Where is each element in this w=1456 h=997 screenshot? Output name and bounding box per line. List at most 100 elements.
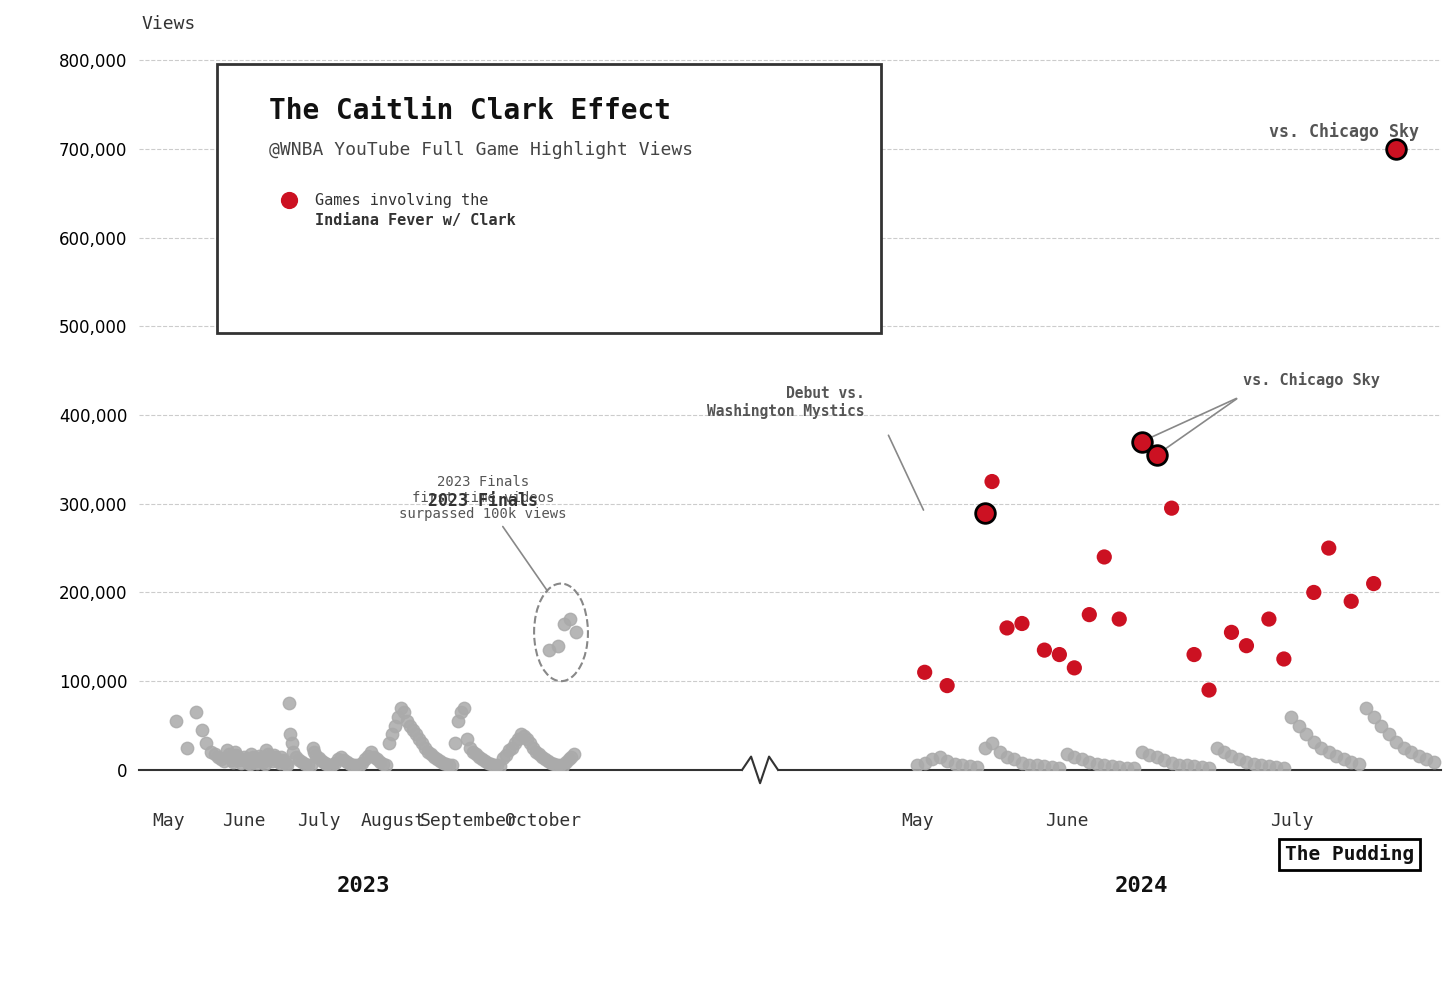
Text: Views: Views — [143, 16, 197, 34]
Point — [537, 642, 561, 658]
Point — [434, 756, 457, 772]
Point — [1160, 500, 1184, 516]
Point — [936, 678, 960, 694]
Point — [448, 704, 472, 720]
Point — [936, 753, 960, 769]
Point — [265, 752, 288, 768]
Point — [175, 762, 198, 778]
Point — [1160, 755, 1184, 771]
Point — [371, 756, 395, 772]
Text: Games involving the: Games involving the — [314, 192, 498, 207]
Point — [510, 727, 533, 743]
Point — [301, 740, 325, 756]
Point — [507, 731, 530, 747]
Point — [1340, 593, 1363, 609]
Point — [485, 758, 508, 774]
Point — [1280, 709, 1303, 725]
Point — [1197, 760, 1220, 776]
Point — [380, 727, 403, 743]
Point — [1130, 744, 1153, 760]
Point — [1399, 744, 1423, 760]
Point — [278, 727, 301, 743]
Point — [408, 731, 431, 747]
Point — [348, 759, 371, 775]
Point — [515, 731, 539, 747]
Point — [453, 700, 476, 716]
Text: June: June — [221, 813, 265, 831]
Point — [383, 718, 406, 734]
Point — [313, 755, 336, 771]
Point — [326, 752, 349, 768]
Point — [1010, 755, 1034, 771]
Point — [268, 755, 291, 771]
Point — [428, 753, 451, 769]
Point — [392, 704, 415, 720]
Text: July: July — [1270, 813, 1313, 831]
Point — [210, 752, 233, 768]
Point — [1273, 760, 1296, 776]
Point — [351, 755, 374, 771]
Point — [565, 624, 588, 640]
Point — [1123, 760, 1146, 776]
Point — [1206, 740, 1229, 756]
Point — [422, 749, 446, 765]
Point — [310, 753, 333, 769]
Point — [255, 743, 278, 759]
Text: The Pudding: The Pudding — [1286, 844, 1414, 864]
Point — [1361, 575, 1385, 591]
Point — [365, 752, 389, 768]
Point — [323, 755, 347, 771]
Point — [332, 752, 355, 768]
Point — [1032, 759, 1056, 775]
Text: May: May — [901, 813, 933, 831]
Point — [275, 757, 298, 773]
Text: July: July — [297, 813, 341, 831]
Point — [1182, 759, 1206, 775]
Text: vs. Chicago Sky: vs. Chicago Sky — [1243, 373, 1380, 389]
Point — [1318, 744, 1341, 760]
Point — [1070, 752, 1093, 768]
Point — [416, 744, 440, 760]
Point — [224, 747, 248, 763]
Text: May: May — [153, 813, 185, 831]
Point — [1265, 760, 1289, 776]
Point — [502, 736, 526, 752]
Point — [338, 756, 361, 772]
Point — [482, 757, 505, 773]
Point — [185, 704, 208, 720]
Point — [341, 757, 364, 773]
Point — [199, 744, 223, 760]
Point — [459, 740, 482, 756]
Point — [207, 749, 230, 765]
Text: June: June — [1045, 813, 1089, 831]
Point — [951, 758, 974, 774]
Text: September: September — [419, 813, 517, 831]
Point — [414, 740, 437, 756]
Point — [1010, 615, 1034, 631]
Point — [354, 752, 377, 768]
Point — [226, 750, 249, 766]
Point — [456, 731, 479, 747]
Point — [1153, 752, 1176, 768]
Point — [256, 746, 280, 762]
Text: vs. Chicago Sky: vs. Chicago Sky — [1268, 122, 1418, 141]
Point — [496, 743, 520, 759]
Text: 2024: 2024 — [1115, 876, 1168, 896]
Point — [245, 753, 268, 769]
Point — [264, 750, 287, 766]
Point — [1175, 758, 1198, 774]
Point — [443, 736, 466, 752]
Point — [248, 748, 271, 764]
Point — [329, 749, 352, 765]
Point — [1032, 642, 1056, 658]
Point — [1063, 660, 1086, 676]
Point — [1025, 758, 1048, 774]
Point — [195, 736, 218, 752]
Point — [1287, 718, 1310, 734]
Point — [297, 757, 320, 773]
Point — [547, 758, 571, 774]
Point — [284, 750, 307, 766]
Point — [446, 713, 469, 729]
Point — [545, 757, 568, 773]
Point — [527, 746, 550, 762]
